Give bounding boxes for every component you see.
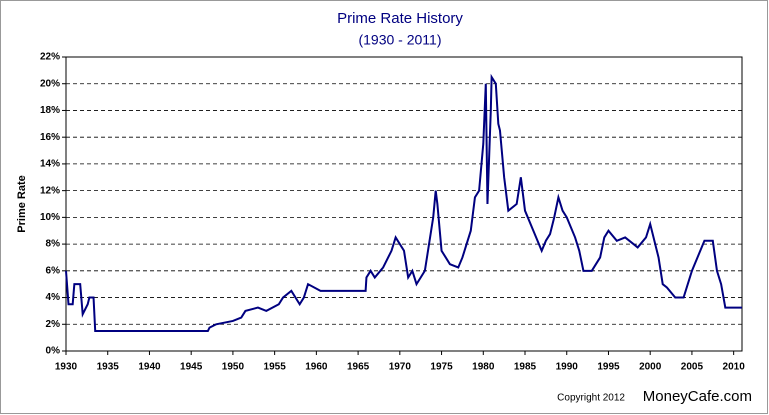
y-tick-label: 2%	[46, 319, 61, 330]
x-tick-label: 1935	[97, 362, 120, 373]
chart-title: Prime Rate History	[337, 10, 463, 27]
x-tick-label: 1950	[222, 362, 245, 373]
x-tick-label: 2000	[639, 362, 662, 373]
x-tick-label: 1965	[347, 362, 370, 373]
y-tick-label: 10%	[40, 212, 60, 223]
y-axis-label: Prime Rate	[16, 175, 28, 232]
y-tick-label: 14%	[40, 159, 60, 170]
x-tick-label: 1995	[597, 362, 620, 373]
y-tick-label: 8%	[46, 239, 61, 250]
x-tick-label: 2005	[681, 362, 704, 373]
x-tick-label: 1980	[472, 362, 495, 373]
y-tick-label: 12%	[40, 185, 60, 196]
x-tick-label: 2010	[723, 362, 746, 373]
x-tick-label: 1985	[514, 362, 537, 373]
y-tick-label: 4%	[46, 292, 61, 303]
y-tick-label: 6%	[46, 265, 61, 276]
x-tick-label: 1940	[138, 362, 161, 373]
x-tick-label: 1955	[264, 362, 287, 373]
y-tick-label: 20%	[40, 78, 60, 89]
y-tick-label: 18%	[40, 105, 60, 116]
y-tick-label: 22%	[40, 52, 60, 63]
plot-area	[65, 56, 743, 352]
copyright: Copyright 2012	[557, 393, 625, 404]
y-tick-label: 0%	[46, 346, 61, 357]
chart-subtitle: (1930 - 2011)	[358, 32, 441, 48]
y-tick-label: 16%	[40, 132, 60, 143]
x-tick-label: 1970	[389, 362, 412, 373]
x-tick-label: 1960	[305, 362, 328, 373]
brand: MoneyCafe.com	[643, 388, 752, 405]
x-tick-label: 1990	[556, 362, 579, 373]
x-tick-label: 1975	[430, 362, 453, 373]
data-line	[65, 73, 742, 332]
x-tick-label: 1945	[180, 362, 203, 373]
x-tick-label: 1930	[55, 362, 78, 373]
